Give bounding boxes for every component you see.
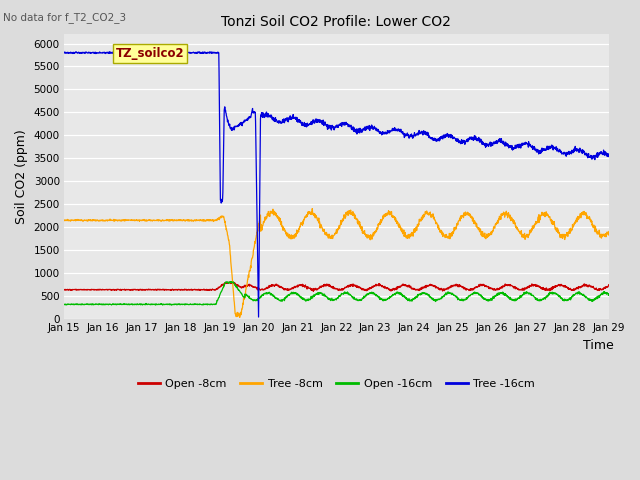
Title: Tonzi Soil CO2 Profile: Lower CO2: Tonzi Soil CO2 Profile: Lower CO2 — [221, 15, 451, 29]
Text: No data for f_T2_CO2_3: No data for f_T2_CO2_3 — [3, 12, 126, 23]
Y-axis label: Soil CO2 (ppm): Soil CO2 (ppm) — [15, 129, 28, 224]
X-axis label: Time: Time — [584, 339, 614, 352]
Text: TZ_soilco2: TZ_soilco2 — [116, 47, 184, 60]
Legend: Open -8cm, Tree -8cm, Open -16cm, Tree -16cm: Open -8cm, Tree -8cm, Open -16cm, Tree -… — [133, 374, 540, 393]
